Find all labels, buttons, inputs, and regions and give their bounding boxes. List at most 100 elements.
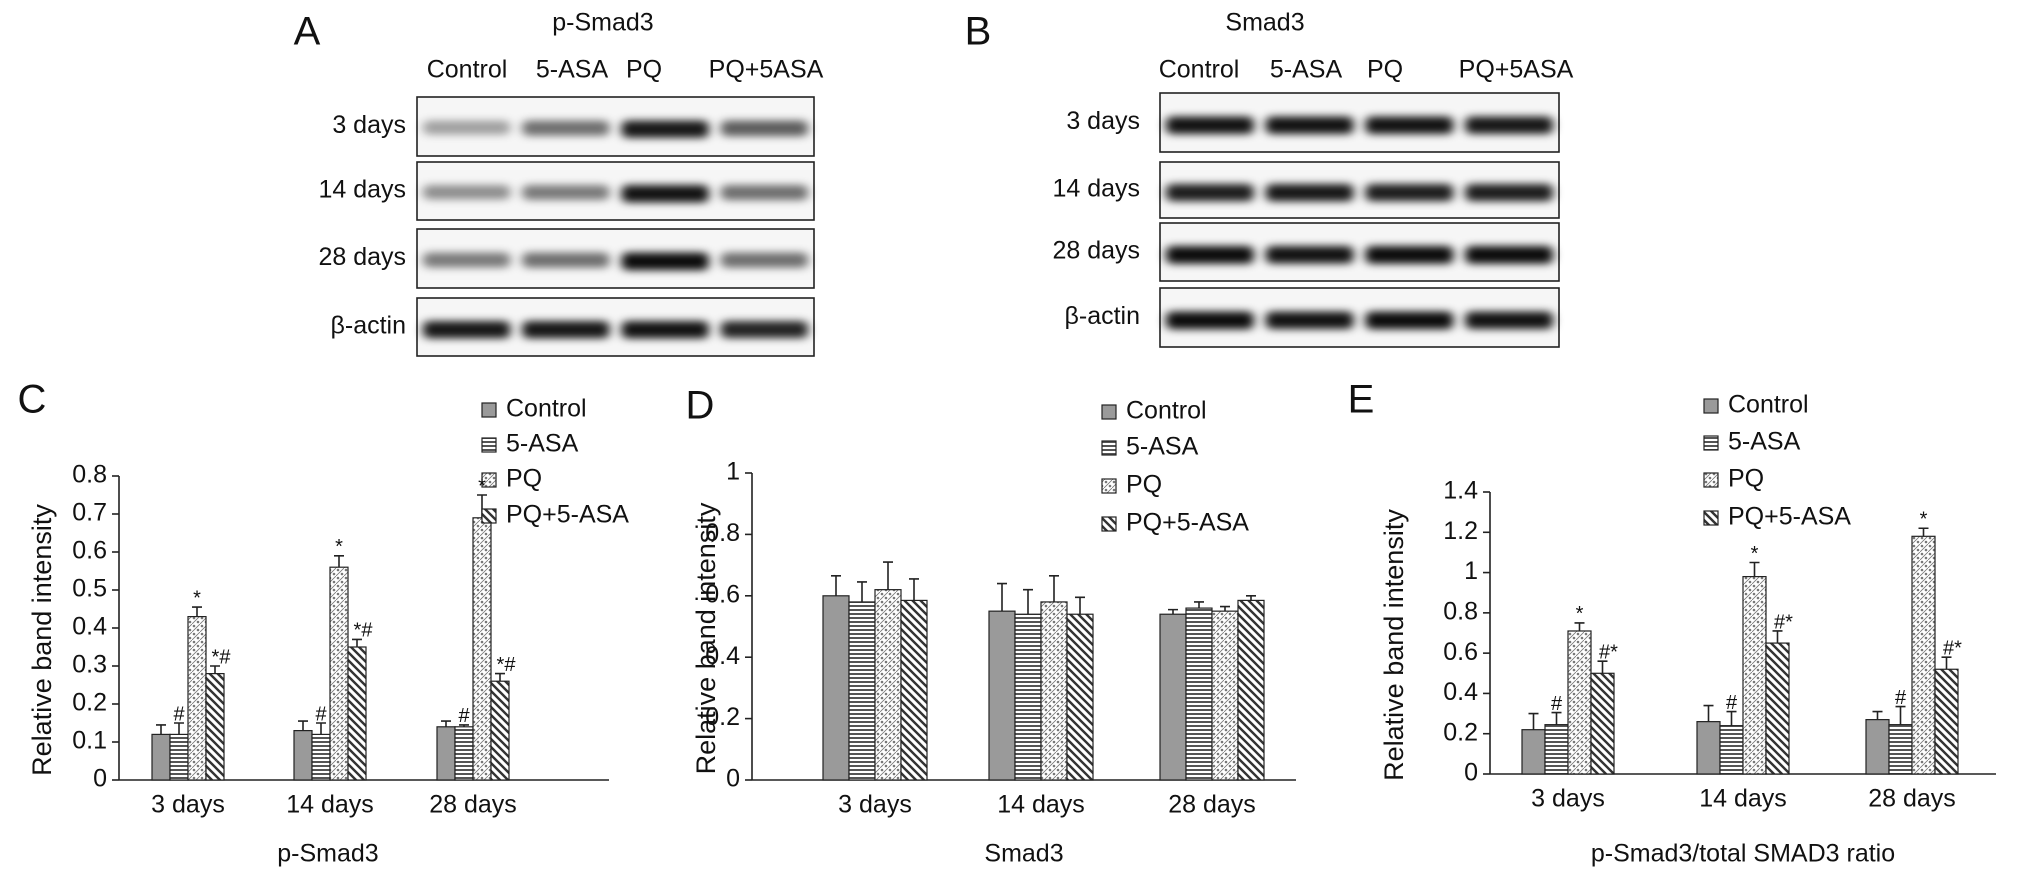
error-bar <box>1551 711 1562 725</box>
blot-band <box>621 120 709 138</box>
error-bar <box>1726 710 1737 726</box>
significance-label: * <box>1576 603 1584 625</box>
bar <box>311 733 331 781</box>
x-axis-label: p-Smad3 <box>277 840 378 868</box>
legend-label: PQ+5-ASA <box>1728 503 1851 531</box>
error-bar <box>352 638 362 647</box>
error-bar <box>210 665 220 674</box>
bar <box>1185 607 1213 781</box>
panel-letter: C <box>18 378 47 422</box>
blot-band <box>1166 116 1254 135</box>
blot-band <box>1465 116 1553 134</box>
blot-band <box>720 185 808 201</box>
y-tick-label: 0.7 <box>72 499 107 527</box>
x-tick-label: 14 days <box>286 791 374 819</box>
bar <box>1719 725 1744 775</box>
bar <box>329 566 349 781</box>
legend-swatch <box>1101 478 1117 494</box>
bar <box>1888 724 1913 775</box>
error-bar <box>156 724 166 735</box>
error-bar <box>1703 704 1714 722</box>
bar <box>1040 601 1068 781</box>
bar <box>490 680 510 781</box>
blot-band <box>720 321 808 339</box>
bar <box>1765 642 1790 775</box>
legend-swatch <box>1703 510 1719 526</box>
legend-swatch <box>1703 398 1719 414</box>
row-label: 28 days <box>318 243 406 271</box>
legend-label: PQ+5-ASA <box>1126 509 1249 537</box>
lane-label: Control <box>427 56 508 84</box>
row-label: β-actin <box>330 312 406 340</box>
legend-label: Control <box>1728 391 1809 419</box>
y-tick-label: 1 <box>1464 557 1478 585</box>
blot-band <box>423 120 511 135</box>
error-bar <box>1075 596 1085 615</box>
bar <box>848 601 876 781</box>
error-bar <box>1772 630 1783 644</box>
bar <box>1014 613 1042 781</box>
error-bar <box>1872 710 1883 720</box>
bar <box>151 733 171 781</box>
error-bar <box>495 672 505 682</box>
bar <box>187 615 207 781</box>
blot-band <box>1265 311 1354 330</box>
error-bar <box>857 581 867 602</box>
blot-band <box>1365 184 1454 202</box>
y-tick-label: 1.4 <box>1443 477 1478 505</box>
y-tick-label: 0.8 <box>72 461 107 489</box>
blot-band <box>621 321 709 339</box>
error-bar <box>1528 712 1539 730</box>
bar <box>1911 535 1936 775</box>
error-bar <box>997 582 1007 612</box>
bar <box>1237 599 1265 781</box>
bar <box>1696 721 1721 775</box>
y-tick-label: 0.5 <box>72 575 107 603</box>
error-bar <box>441 720 451 727</box>
blot-band <box>423 252 511 268</box>
significance-label: #* <box>1943 637 1962 659</box>
bar <box>1934 668 1959 775</box>
error-bar <box>909 578 919 601</box>
blot-band <box>522 120 610 136</box>
legend-swatch <box>1703 435 1719 451</box>
bar <box>1567 630 1592 775</box>
significance-label: * <box>1751 543 1759 565</box>
blot-band <box>720 120 808 137</box>
y-tick-label: 0.6 <box>705 580 740 608</box>
error-bar <box>1574 622 1585 631</box>
x-tick-label: 14 days <box>997 791 1085 819</box>
bar <box>169 733 189 781</box>
blot-band <box>1465 184 1553 202</box>
blot-band <box>1265 246 1354 264</box>
row-label: 14 days <box>318 176 406 204</box>
error-bar <box>1194 601 1204 609</box>
x-tick-label: 14 days <box>1699 785 1787 813</box>
row-label: 14 days <box>1052 175 1140 203</box>
legend-label: 5-ASA <box>506 430 579 458</box>
x-axis-label: p-Smad3/total SMAD3 ratio <box>1591 840 1895 868</box>
error-bar <box>1049 575 1059 602</box>
error-bar <box>831 575 841 596</box>
blot-band <box>1166 184 1254 202</box>
legend-swatch <box>1101 404 1117 420</box>
blot-band <box>1265 116 1354 135</box>
blot-band <box>1265 184 1354 202</box>
blot-band <box>621 185 709 203</box>
error-bar <box>1918 527 1929 537</box>
y-tick-label: 0.2 <box>1443 718 1478 746</box>
legend-label: PQ+5-ASA <box>506 501 629 529</box>
lane-label: PQ <box>1367 56 1403 84</box>
legend-label: Control <box>1126 397 1207 425</box>
x-tick-label: 28 days <box>1168 791 1256 819</box>
bar <box>347 646 367 781</box>
row-label: β-actin <box>1064 302 1140 330</box>
bar <box>472 517 492 781</box>
blot-band <box>1365 246 1454 264</box>
y-tick-label: 0.8 <box>1443 597 1478 625</box>
y-tick-label: 0.4 <box>1443 678 1478 706</box>
error-bar <box>1023 588 1033 615</box>
lane-label: PQ <box>626 56 662 84</box>
error-bar <box>316 722 326 735</box>
